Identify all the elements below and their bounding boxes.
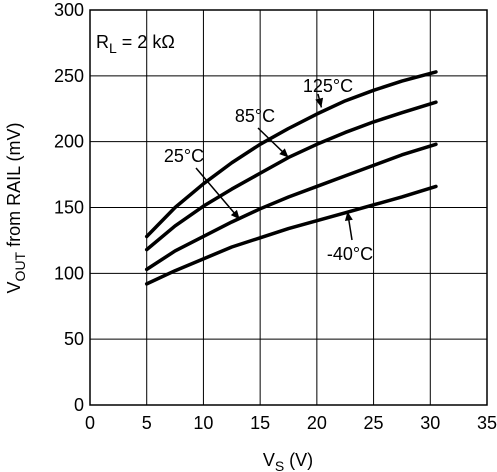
y-tick-label: 250: [54, 66, 84, 86]
x-tick-label: 15: [250, 413, 270, 433]
y-tick-label: 150: [54, 198, 84, 218]
y-tick-label: 300: [54, 0, 84, 20]
series-label-3: -40°C: [327, 244, 373, 264]
x-tick-label: 10: [193, 413, 213, 433]
y-axis-label: VOUT from RAIL (mV): [4, 123, 28, 294]
x-tick-label: 0: [85, 413, 95, 433]
annotation-load: RL = 2 kΩ: [96, 32, 175, 56]
label-arrows: [195, 93, 353, 241]
series-line-3: [144, 184, 438, 286]
series-arrowhead-1: [279, 148, 289, 158]
grid: [89, 9, 488, 406]
y-tick-labels: 0 50 100 150 200 250 300: [54, 0, 84, 415]
x-tick-label: 25: [364, 413, 384, 433]
x-axis-label: VS (V): [263, 450, 313, 472]
x-tick-label: 30: [420, 413, 440, 433]
series-label-1: 85°C: [235, 106, 275, 126]
plot-frame: [89, 9, 488, 406]
y-tick-label: 50: [64, 329, 84, 349]
series-arrowhead-0: [315, 97, 324, 108]
series-line-0: [144, 70, 438, 239]
x-tick-label: 35: [477, 413, 497, 433]
series-label-2: 25°C: [164, 146, 204, 166]
series-line-2: [144, 142, 438, 272]
series-label-0: 125°C: [303, 76, 353, 96]
y-tick-label: 100: [54, 263, 84, 283]
series-lines: [144, 70, 438, 286]
series-arrowhead-2: [230, 209, 240, 220]
series-arrowhead-3: [344, 211, 353, 221]
y-tick-label: 0: [74, 395, 84, 415]
y-tick-label: 200: [54, 132, 84, 152]
series-labels: 125°C 85°C 25°C -40°C: [164, 76, 373, 264]
x-tick-label: 20: [307, 413, 327, 433]
series-arrow-2: [195, 167, 241, 220]
x-tick-labels: 0 5 10 15 20 25 30 35: [85, 413, 497, 433]
x-tick-label: 5: [142, 413, 152, 433]
